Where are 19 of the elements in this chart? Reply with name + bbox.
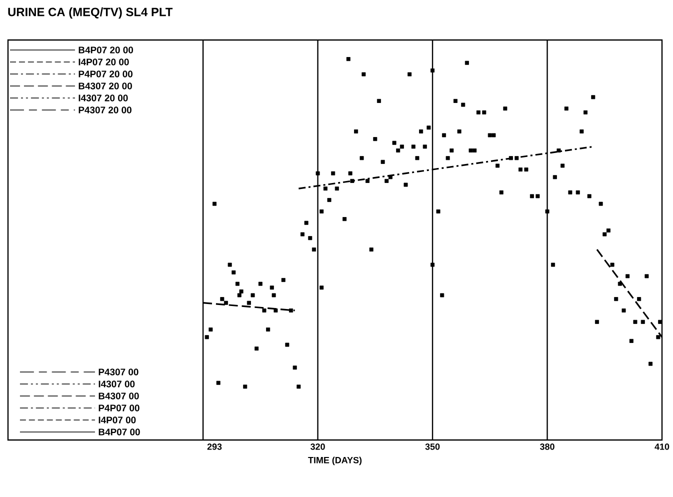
annotation: P4307 00 (98, 368, 138, 376)
x-tick-label: 320 (310, 444, 325, 450)
annotation: B4307 20 00 (78, 82, 132, 90)
x-tick-label: 380 (540, 444, 554, 450)
annotation: P4P07 00 (98, 404, 140, 412)
x-tick-label: 293 (207, 444, 222, 450)
text: B4P07 20 00 (78, 46, 134, 54)
annotation: P4P07 20 00 (78, 70, 132, 78)
x-axis-title: TIME (DAYS) (308, 456, 362, 466)
x-tick-label: 410 (654, 444, 670, 450)
annotation: I4P07 20 00 (78, 58, 129, 66)
annotation: I4307 20 00 (78, 94, 128, 102)
x-tick-label: 350 (425, 444, 440, 450)
annotation: I4307 00 (98, 380, 135, 388)
annotation: P4307 20 00 (78, 106, 132, 114)
annotation: B4307 00 (98, 392, 139, 400)
chart-title: URINE CA (MEQ/TV) SL4 PLT (8, 7, 173, 19)
annotation: B4P07 00 (98, 428, 140, 436)
annotation: I4P07 00 (98, 416, 136, 424)
